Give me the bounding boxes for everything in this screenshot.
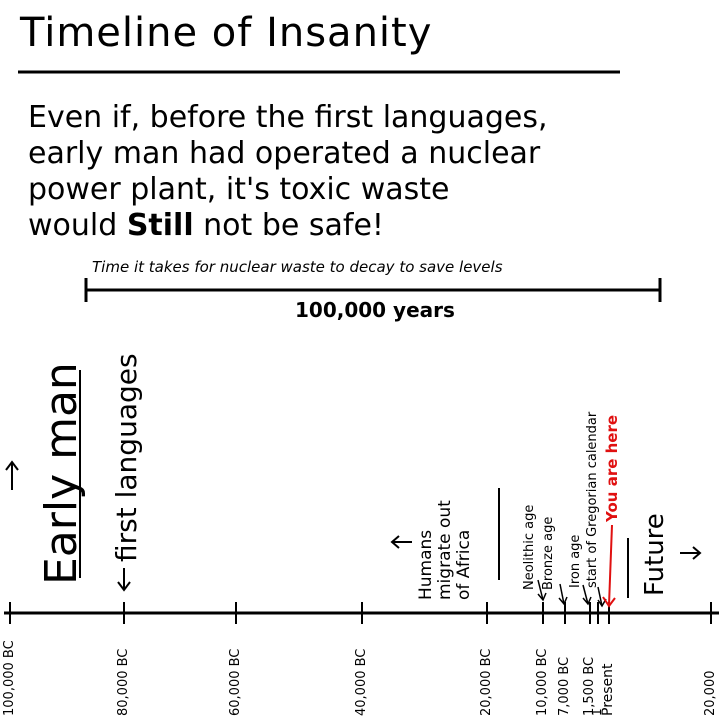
statement-line-4-pre: would — [28, 208, 127, 243]
timeline-tick-label: 20,000 — [702, 670, 718, 717]
statement-emphasis: Still — [126, 208, 194, 243]
event-early-man: Early man — [36, 362, 87, 585]
timeline-tick-label: 40,000 BC — [353, 648, 369, 716]
statement-line-4: would Still not be safe! — [28, 208, 384, 244]
timeline-tick-label: 80,000 BC — [115, 648, 131, 716]
timeline-tick-label: Present — [599, 663, 616, 716]
timeline-ticks — [9, 602, 712, 624]
timeline-tick-label: 60,000 BC — [227, 648, 243, 716]
statement-line-1: Even if, before the first languages, — [28, 100, 548, 135]
decay-span-label: Time it takes for nuclear waste to decay… — [92, 258, 503, 276]
event-neolithic: Neolithic age — [522, 504, 537, 590]
event-bronze: Bronze age — [541, 516, 556, 590]
statement-line-3: power plant, it's toxic waste — [28, 172, 450, 207]
timeline-tick-label: 10,000 BC — [534, 648, 550, 716]
timeline-tick-label: 1,500 BC — [581, 656, 597, 716]
decay-span-duration: 100,000 years — [295, 298, 455, 322]
you-are-here-arrow — [602, 524, 616, 608]
neolithic-arrow — [537, 579, 547, 602]
timeline-tick-label: 20,000 BC — [478, 648, 494, 716]
first-languages-arrow — [117, 568, 131, 592]
humans-migrate-arrow — [390, 535, 412, 549]
bronze-arrow — [558, 583, 568, 606]
timeline-tick-label: 7,000 BC — [556, 656, 572, 716]
early-man-arrow — [5, 460, 19, 490]
timeline-tick-label: 100,000 BC — [1, 640, 17, 716]
event-first-languages: first languages — [110, 353, 143, 562]
gregorian-arrow — [597, 586, 607, 608]
statement-line-2: early man had operated a nuclear — [28, 136, 541, 171]
event-humans-migrate: Humans migrate out of Africa — [416, 500, 474, 600]
event-iron: Iron age — [568, 534, 583, 588]
page-title: Timeline of Insanity — [20, 10, 433, 56]
iron-arrow — [582, 584, 592, 606]
event-you-are-here: You are here — [603, 414, 621, 522]
event-future: Future — [640, 513, 670, 596]
future-arrow — [680, 546, 702, 560]
event-gregorian: start of Gregorian calendar — [585, 411, 600, 588]
statement-line-4-post: not be safe! — [193, 208, 384, 243]
decay-span-bar — [84, 278, 662, 302]
